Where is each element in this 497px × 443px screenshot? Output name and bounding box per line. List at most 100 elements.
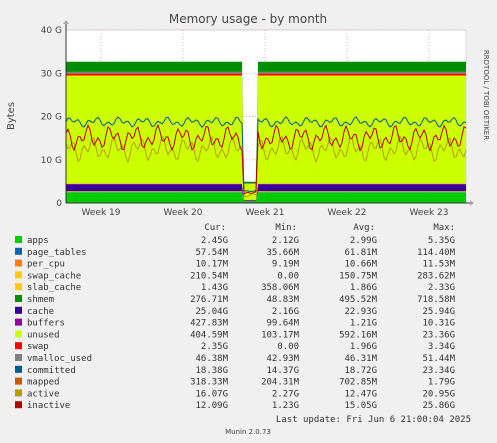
y-tick-label: 30 G [41,69,62,79]
legend-max-value: 20.95G [422,389,455,399]
y-tick-label: 20 G [41,113,62,123]
legend-min-value: 204.31M [261,378,300,388]
area-slab_cache [66,185,466,202]
legend-min-value: 1.23G [272,401,299,411]
legend-label: swap_cache [27,271,81,281]
legend-cur-value: 57.54M [195,248,228,258]
legend-cur-value: 46.38M [195,354,228,364]
legend-max-value: 23.34G [422,366,455,376]
legend-min-value: 103.17M [261,330,300,340]
legend-max-value: 25.94G [422,307,455,317]
legend-swatch [15,247,22,255]
legend-cur-value: 2.35G [201,342,228,352]
legend-avg-value: 18.72G [344,366,377,376]
x-tick-label: Week 21 [246,208,285,218]
legend-cur-value: 210.54M [190,271,229,281]
legend-swatch [15,401,22,409]
legend-max-value: 283.62M [417,271,456,281]
legend-avg-value: 702.85M [339,378,378,388]
legend-max-value: 3.34G [428,342,455,352]
legend-avg-value: 1.21G [350,319,377,329]
legend-max-value: 2.33G [428,283,455,293]
legend-cur-value: 427.83M [190,319,229,329]
legend-row: swap_cache 210.54M 0.00 150.75M 283.62M [15,271,456,281]
legend-min-value: 48.83M [266,295,299,305]
legend-cur-value: 18.38G [195,366,228,376]
y-axis-arrow [63,20,69,24]
legend-label: unused [27,330,60,340]
legend-row: mapped 318.33M 204.31M 702.85M 1.79G [15,377,455,388]
x-tick-label: Week 19 [82,208,121,218]
legend-min-value: 2.12G [272,236,299,246]
legend-column-header: Avg: [353,223,375,233]
legend-min-value: 2.27G [272,389,299,399]
y-tick-label: 40 G [41,26,62,36]
legend-min-value: 42.93M [266,354,299,364]
legend-min-value: 0.00 [277,342,299,352]
legend-row: vmalloc_used 46.38M 42.93M 46.31M 51.44M [15,354,456,364]
legend-avg-value: 10.66M [344,260,377,270]
legend-row: inactive 12.09G 1.23G 15.05G 25.86G [15,401,455,411]
legend-cur-value: 2.45G [201,236,228,246]
legend-max-value: 718.58M [417,295,456,305]
legend-swatch [15,259,22,267]
legend-row: committed 18.38G 14.37G 18.72G 23.34G [15,365,455,376]
legend-column-header: Cur: [204,223,226,233]
legend-label: active [27,389,60,399]
legend-avg-value: 12.47G [344,389,377,399]
legend-min-value: 35.66M [266,248,299,258]
x-tick-label: Week 23 [410,208,449,218]
line-committed [65,116,467,192]
x-tick-label: Week 20 [164,208,203,218]
legend-swatch [15,306,22,314]
legend-min-value: 2.16G [272,307,299,317]
chart-title: Memory usage - by month [169,12,327,26]
legend-column-header: Min: [275,223,297,233]
line-inactive [65,123,467,196]
legend-avg-value: 1.86G [350,283,377,293]
legend-row: slab_cache 1.43G 358.06M 1.86G 2.33G [15,283,455,293]
legend-swatch [15,295,22,302]
legend-row: cache 25.04G 2.16G 22.93G 25.94G [15,306,455,317]
legend-max-value: 51.44M [422,354,455,364]
area-apps [66,192,466,203]
legend-row: buffers 427.83M 99.64M 1.21G 10.31G [15,318,455,329]
legend-row: per_cpu 10.17M 9.19M 10.66M 11.53M [15,259,456,270]
y-axis-label: Bytes [6,102,17,130]
legend-label: vmalloc_used [27,354,92,364]
legend-swatch [15,271,22,279]
legend-min-value: 358.06M [261,283,300,293]
legend-avg-value: 15.05G [344,401,377,411]
y-tick-label: 0 [56,199,62,209]
legend-avg-value: 2.99G [350,236,377,246]
legend-label: apps [27,236,49,246]
legend-avg-value: 592.16M [339,330,378,340]
legend-label: buffers [27,319,65,329]
legend-label: mapped [27,378,60,388]
legend-label: inactive [27,401,70,411]
legend-cur-value: 1.43G [201,283,228,293]
y-tick-label: 10 G [41,156,62,166]
legend-swatch [15,236,22,243]
legend-cur-value: 16.07G [195,389,228,399]
legend-swatch [15,318,22,326]
legend-swatch [15,354,22,361]
legend-row: apps 2.45G 2.12G 2.99G 5.35G [15,236,455,246]
legend-cur-value: 318.33M [190,378,229,388]
axes: 0 10 G 20 G 30 G 40 G Week 19 Week 20 Week 21 We… [41,20,474,218]
legend-header: Cur: Min: Avg: Max: [204,223,455,233]
legend-min-value: 9.19M [272,260,300,270]
legend-label: swap [27,342,49,352]
legend-label: shmem [27,295,54,305]
legend-max-value: 5.35G [428,236,455,246]
legend-max-value: 1.79G [428,378,455,388]
legend-cur-value: 276.71M [190,295,229,305]
legend-swatch [15,342,22,350]
legend-avg-value: 150.75M [339,271,378,281]
legend-column-header: Max: [433,223,455,233]
legend-row: active 16.07G 2.27G 12.47G 20.95G [15,389,455,399]
legend-swatch [15,389,22,397]
legend-avg-value: 1.96G [350,342,377,352]
legend-max-value: 25.86G [422,401,455,411]
legend-max-value: 23.36G [422,330,455,340]
